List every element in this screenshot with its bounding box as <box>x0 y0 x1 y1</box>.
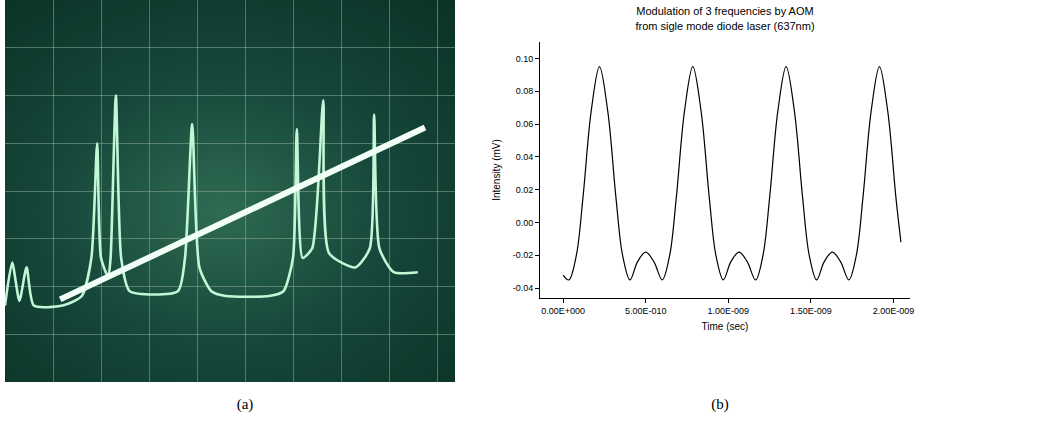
svg-text:1.00E-009: 1.00E-009 <box>708 306 750 316</box>
html-text:(a): (a) <box>236 396 254 412</box>
svg-text:0.04: 0.04 <box>516 152 534 162</box>
svg-text:0.06: 0.06 <box>516 119 534 129</box>
svg-text:-0.02: -0.02 <box>513 250 534 260</box>
svg-text:0.00E+000: 0.00E+000 <box>541 306 585 316</box>
svg-text:1.50E-009: 1.50E-009 <box>790 306 832 316</box>
svg-text:Time (sec): Time (sec) <box>702 321 749 332</box>
svg-text:Intensity (mV): Intensity (mV) <box>491 139 502 201</box>
svg-text:-0.04: -0.04 <box>513 283 534 293</box>
svg-text:0.02: 0.02 <box>516 185 534 195</box>
svg-text:0.10: 0.10 <box>516 54 534 64</box>
svg-text:Modulation of 3 frequencies by: Modulation of 3 frequencies by AOMfrom s… <box>635 5 814 31</box>
svg-text:0.00: 0.00 <box>516 218 534 228</box>
svg-text:5.00E-010: 5.00E-010 <box>625 306 667 316</box>
svg-text:2.00E-009: 2.00E-009 <box>873 306 915 316</box>
svg-text:0.08: 0.08 <box>516 86 534 96</box>
html-text:(b): (b) <box>711 396 729 412</box>
